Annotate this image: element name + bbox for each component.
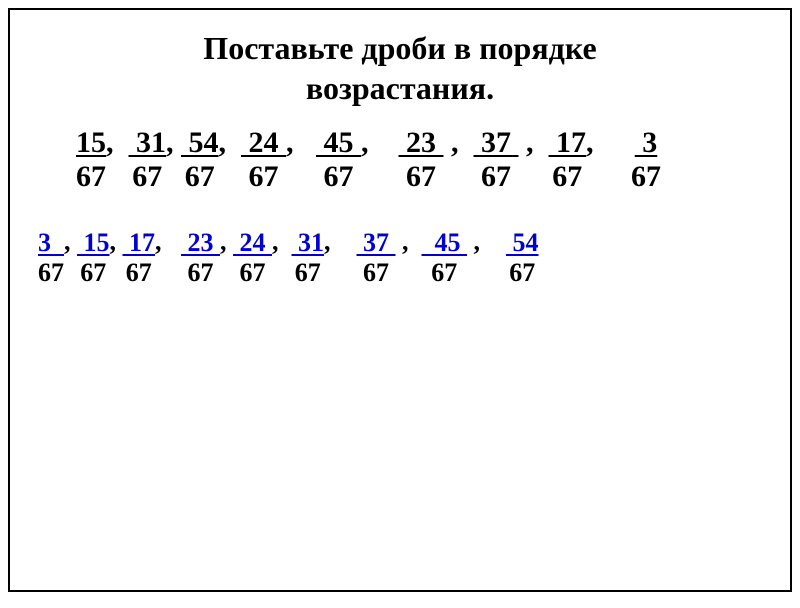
separator: ,: [166, 126, 181, 159]
separator: ,: [64, 228, 77, 257]
denominator: 67: [132, 160, 162, 194]
fraction: 367: [631, 126, 661, 194]
numerator: 15: [76, 126, 106, 160]
denominator: 67: [406, 160, 436, 194]
numerator: 15: [77, 228, 110, 258]
fractions-problem-row: 1567, 3167, 5467, 24 67, 45 67, 23 67 , …: [38, 126, 762, 194]
separator: ,: [286, 126, 316, 159]
denominator: 67: [481, 160, 511, 194]
fraction: 5467: [181, 126, 219, 194]
numerator: 23: [399, 126, 444, 160]
denominator: 67: [80, 258, 106, 288]
denominator: 67: [363, 258, 389, 288]
denominator: 67: [295, 258, 321, 288]
fraction: 23 67: [399, 126, 444, 194]
numerator: 24: [233, 228, 272, 258]
document-frame: Поставьте дроби в порядке возрастания. 1…: [8, 8, 792, 592]
separator: ,: [324, 228, 357, 257]
numerator: 54: [181, 126, 219, 160]
numerator: 17: [549, 126, 587, 160]
numerator: 24: [241, 126, 286, 160]
fraction: 45 67: [422, 228, 468, 288]
numerator: 31: [129, 126, 167, 160]
separator: ,: [444, 126, 474, 159]
denominator: 67: [76, 160, 106, 194]
denominator: 67: [431, 258, 457, 288]
fractions-answer-row: 3 67, 1567, 1767, 23 67, 24 67, 3167, 37…: [38, 228, 762, 288]
denominator: 67: [249, 160, 279, 194]
separator: ,: [586, 126, 631, 159]
numerator: 3: [635, 126, 658, 160]
denominator: 67: [126, 258, 152, 288]
denominator: 67: [188, 258, 214, 288]
separator: ,: [106, 126, 129, 159]
denominator: 67: [185, 160, 215, 194]
separator: ,: [219, 126, 242, 159]
denominator: 67: [324, 160, 354, 194]
fraction: 1567: [77, 228, 110, 288]
fraction: 24 67: [233, 228, 272, 288]
numerator: 17: [123, 228, 156, 258]
exercise-title: Поставьте дроби в порядке возрастания.: [38, 28, 762, 108]
separator: ,: [272, 228, 292, 257]
numerator: 37: [474, 126, 519, 160]
numerator: 45: [316, 126, 361, 160]
numerator: 54: [506, 228, 539, 258]
denominator: 67: [552, 160, 582, 194]
separator: ,: [467, 228, 506, 257]
denominator: 67: [631, 160, 661, 194]
numerator: 23: [181, 228, 220, 258]
separator: ,: [110, 228, 123, 257]
separator: ,: [220, 228, 233, 257]
fraction: 45 67: [316, 126, 361, 194]
fraction: 3 67: [38, 228, 64, 288]
fraction: 5467: [506, 228, 539, 288]
separator: ,: [361, 126, 399, 159]
separator: ,: [396, 228, 422, 257]
numerator: 3: [38, 228, 64, 258]
fraction: 3167: [292, 228, 325, 288]
numerator: 37: [357, 228, 396, 258]
denominator: 67: [240, 258, 266, 288]
denominator: 67: [509, 258, 535, 288]
title-line-1: Поставьте дроби в порядке: [203, 30, 596, 66]
fraction: 3167: [129, 126, 167, 194]
numerator: 31: [292, 228, 325, 258]
fraction: 37 67: [474, 126, 519, 194]
numerator: 45: [422, 228, 468, 258]
fraction: 23 67: [181, 228, 220, 288]
fraction: 1567: [76, 126, 106, 194]
fraction: 37 67: [357, 228, 396, 288]
separator: ,: [519, 126, 549, 159]
fraction: 1767: [123, 228, 156, 288]
denominator: 67: [38, 258, 64, 288]
separator: ,: [155, 228, 181, 257]
fraction: 24 67: [241, 126, 286, 194]
title-line-2: возрастания.: [306, 70, 494, 106]
fraction: 1767: [549, 126, 587, 194]
